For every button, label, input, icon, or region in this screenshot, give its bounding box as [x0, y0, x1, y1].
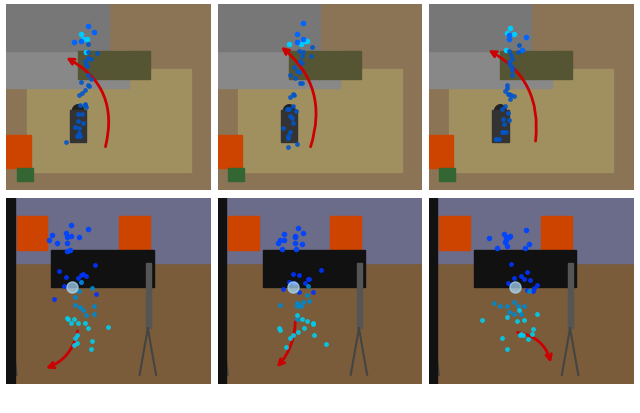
- Bar: [6, 51, 129, 88]
- Bar: [281, 110, 298, 142]
- Bar: [70, 110, 86, 142]
- Bar: [439, 216, 470, 250]
- Bar: [568, 263, 573, 328]
- Bar: [78, 51, 150, 78]
- Bar: [429, 135, 453, 168]
- Bar: [6, 226, 13, 319]
- Bar: [218, 198, 422, 263]
- Bar: [449, 69, 613, 172]
- Bar: [51, 250, 154, 287]
- Bar: [6, 135, 31, 168]
- Bar: [238, 69, 402, 172]
- Bar: [17, 216, 47, 250]
- Bar: [218, 135, 242, 168]
- Bar: [6, 198, 211, 263]
- Bar: [262, 250, 365, 287]
- Bar: [500, 51, 572, 78]
- Bar: [228, 168, 244, 181]
- Bar: [17, 168, 33, 181]
- Bar: [429, 198, 634, 263]
- Bar: [474, 250, 576, 287]
- Bar: [119, 216, 150, 250]
- Bar: [218, 51, 340, 88]
- Bar: [429, 226, 435, 319]
- Ellipse shape: [283, 105, 296, 120]
- Bar: [228, 216, 259, 250]
- Bar: [330, 216, 361, 250]
- Bar: [289, 51, 361, 78]
- Bar: [541, 216, 572, 250]
- Bar: [429, 51, 552, 88]
- Bar: [492, 110, 509, 142]
- Bar: [429, 4, 531, 51]
- Bar: [146, 263, 151, 328]
- Bar: [218, 198, 226, 384]
- Bar: [27, 69, 191, 172]
- Bar: [429, 198, 437, 384]
- Ellipse shape: [494, 105, 506, 120]
- Ellipse shape: [72, 105, 84, 120]
- Bar: [6, 4, 109, 51]
- Bar: [218, 4, 320, 51]
- Bar: [357, 263, 362, 328]
- Bar: [218, 226, 223, 319]
- Bar: [6, 198, 15, 384]
- Bar: [439, 168, 455, 181]
